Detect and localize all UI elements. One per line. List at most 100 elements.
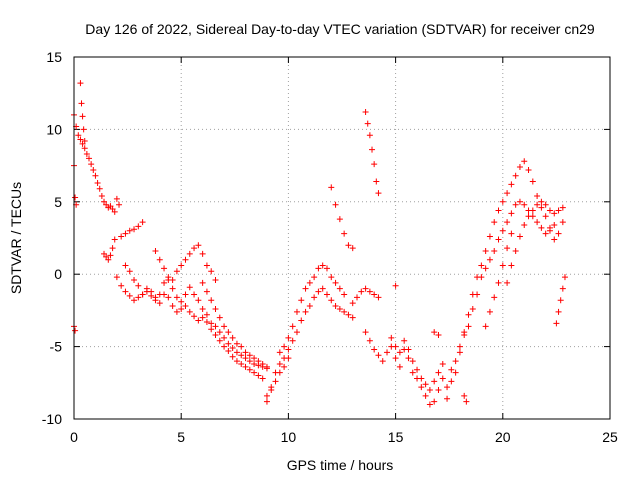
- data-point: [233, 358, 240, 365]
- data-point: [131, 226, 138, 233]
- data-point: [178, 305, 185, 312]
- data-point: [375, 352, 382, 359]
- data-point: [478, 262, 485, 269]
- data-point: [81, 145, 88, 152]
- data-point: [375, 294, 382, 301]
- y-tick-label: 5: [54, 194, 62, 210]
- data-point: [525, 166, 532, 173]
- data-point: [469, 305, 476, 312]
- data-point: [349, 245, 356, 252]
- data-point: [516, 233, 523, 240]
- data-point: [186, 284, 193, 291]
- data-point: [238, 352, 245, 359]
- data-point: [559, 285, 566, 292]
- data-point: [131, 297, 138, 304]
- data-point: [173, 268, 180, 275]
- y-tick-label: 15: [46, 49, 62, 65]
- series-arc-L: [276, 262, 348, 356]
- data-point: [553, 320, 560, 327]
- data-point: [80, 126, 87, 133]
- data-point: [456, 343, 463, 350]
- data-point: [534, 219, 541, 226]
- data-point: [504, 245, 511, 252]
- data-point: [122, 288, 129, 295]
- data-point: [435, 332, 442, 339]
- data-point: [559, 204, 566, 211]
- data-point: [88, 161, 95, 168]
- data-point: [418, 375, 425, 382]
- series-arc-H: [122, 262, 270, 372]
- data-point: [131, 276, 138, 283]
- data-point: [521, 201, 528, 208]
- data-point: [203, 262, 210, 269]
- data-point: [388, 334, 395, 341]
- data-point: [152, 294, 159, 301]
- data-point: [546, 227, 553, 234]
- data-point: [341, 291, 348, 298]
- data-point: [225, 340, 232, 347]
- data-point: [126, 292, 133, 299]
- data-point: [199, 305, 206, 312]
- data-point: [293, 329, 300, 336]
- series-arc-T: [504, 198, 566, 286]
- y-tick-labels: -10 -5 0 5 10 15: [42, 49, 62, 427]
- data-point: [276, 360, 283, 367]
- data-point: [495, 279, 502, 286]
- data-point: [551, 210, 558, 217]
- data-point: [495, 207, 502, 214]
- data-point: [478, 274, 485, 281]
- data-point: [362, 109, 369, 116]
- series-arc-W: [461, 392, 470, 405]
- data-point: [203, 311, 210, 318]
- data-point: [281, 355, 288, 362]
- data-point: [512, 172, 519, 179]
- data-point: [371, 291, 378, 298]
- data-point: [504, 219, 511, 226]
- data-point: [559, 219, 566, 226]
- data-point: [405, 346, 412, 353]
- data-point: [156, 291, 163, 298]
- x-axis-label: GPS time / hours: [287, 457, 394, 473]
- data-point: [169, 276, 176, 283]
- data-point: [482, 323, 489, 330]
- data-point: [362, 285, 369, 292]
- data-point: [212, 305, 219, 312]
- data-point: [122, 262, 129, 269]
- data-point: [139, 219, 146, 226]
- data-point: [113, 274, 120, 281]
- data-point: [272, 378, 279, 385]
- data-point: [77, 80, 84, 87]
- data-point: [212, 276, 219, 283]
- data-point: [555, 230, 562, 237]
- data-point: [251, 369, 258, 376]
- data-point: [491, 294, 498, 301]
- data-point: [259, 375, 266, 382]
- data-point: [448, 378, 455, 385]
- data-point: [186, 308, 193, 315]
- data-point: [255, 372, 262, 379]
- data-point: [465, 323, 472, 330]
- data-point: [191, 313, 198, 320]
- series-arc-O: [349, 285, 382, 307]
- data-point: [92, 172, 99, 179]
- data-point: [555, 308, 562, 315]
- data-point: [109, 245, 116, 252]
- series-arc-X: [392, 282, 399, 289]
- data-point: [452, 369, 459, 376]
- data-point: [156, 256, 163, 263]
- data-point: [302, 308, 309, 315]
- series-arc-J: [199, 279, 270, 370]
- data-point: [255, 358, 262, 365]
- series-arc-K: [263, 285, 356, 405]
- data-point: [191, 245, 198, 252]
- data-point: [328, 297, 335, 304]
- data-point: [306, 303, 313, 310]
- data-point: [538, 224, 545, 231]
- series-arc-F: [118, 219, 146, 240]
- data-point: [508, 262, 515, 269]
- data-point: [135, 282, 142, 289]
- data-point: [499, 198, 506, 205]
- plot-frame: [73, 56, 611, 420]
- data-point: [426, 387, 433, 394]
